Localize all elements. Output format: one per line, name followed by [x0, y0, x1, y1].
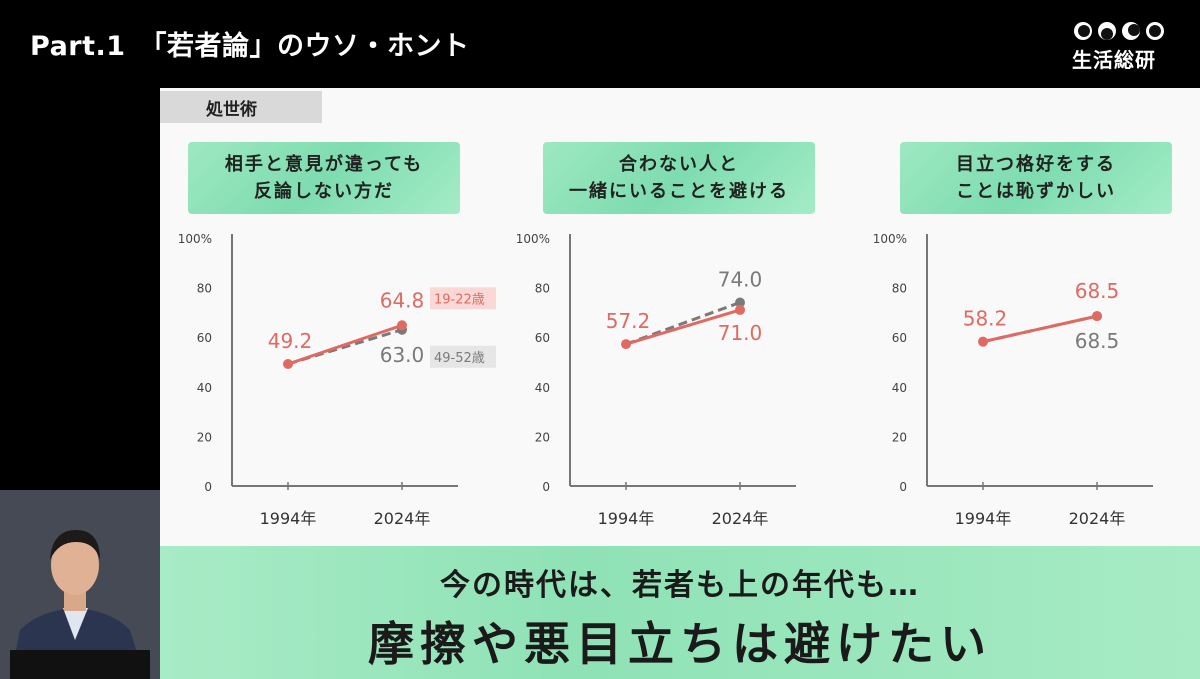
y-tick-label: 40	[535, 381, 550, 395]
series-young-point	[621, 339, 631, 350]
legend-older-bg	[430, 345, 496, 368]
y-tick-label: 20	[892, 430, 907, 444]
data-label-young-2024: 64.8	[380, 288, 425, 312]
legend-young: 19-22歳	[434, 292, 485, 307]
data-label-older-2024: 74.0	[718, 267, 763, 291]
y-tick-label: 80	[197, 282, 212, 296]
y-tick-label: 60	[197, 331, 212, 345]
data-label-young-1994: 57.2	[606, 309, 651, 333]
conclusion-banner: 今の時代は、若者も上の年代も… 摩擦や悪目立ちは避けたい	[160, 546, 1200, 679]
legend-older: 49-52歳	[434, 351, 485, 366]
chart-2-title: 合わない人と 一緒にいることを避ける	[543, 142, 815, 214]
y-tick-label: 0	[204, 480, 212, 494]
series-young-point	[397, 320, 407, 331]
x-tick-label: 2024年	[374, 509, 431, 528]
series-young-point	[283, 358, 293, 369]
series-young-line	[625, 308, 741, 346]
chart-3-title: 目立つ格好をする ことは恥ずかしい	[900, 142, 1172, 214]
slide: 処世術 相手と意見が違っても 反論しない方だ 合わない人と 一緒にいることを避け…	[160, 88, 1200, 548]
x-tick-label: 2024年	[712, 509, 769, 528]
logo-text: 生活総研	[1072, 48, 1156, 72]
series-young-line	[982, 314, 1098, 344]
y-tick-label: 80	[892, 282, 907, 296]
chart-1-title: 相手と意見が違っても 反論しない方だ	[188, 142, 460, 214]
data-label-young-2024: 71.0	[718, 321, 763, 345]
section-tag: 処世術	[160, 91, 322, 123]
series-young-line	[287, 323, 403, 366]
data-label-young-1994: 49.2	[268, 329, 313, 353]
y-tick-label: 100%	[873, 232, 907, 246]
data-label-older-2024: 68.5	[1075, 329, 1120, 353]
header-bar: Part.1 「若者論」のウソ・ホント 生活総研	[0, 0, 1200, 88]
y-tick-label: 0	[542, 480, 550, 494]
y-tick-label: 0	[899, 480, 907, 494]
legend-young-bg	[430, 287, 496, 310]
y-tick-label: 60	[892, 331, 907, 345]
y-tick-label: 60	[535, 331, 550, 345]
data-label-young-1994: 58.2	[963, 307, 1008, 331]
y-tick-label: 20	[535, 430, 550, 444]
logo-dots-icon	[1074, 22, 1172, 40]
x-tick-label: 2024年	[1069, 509, 1126, 528]
series-older-point	[735, 297, 745, 308]
y-tick-label: 100%	[516, 232, 550, 246]
x-tick-label: 1994年	[260, 509, 317, 528]
presenter-image	[0, 490, 160, 679]
data-label-older-2024: 63.0	[380, 343, 425, 367]
logo: 生活総研	[1072, 22, 1172, 73]
series-young-point	[1092, 311, 1102, 322]
series-young-point	[978, 336, 988, 347]
banner-line-1: 今の時代は、若者も上の年代も…	[440, 568, 920, 603]
x-tick-label: 1994年	[955, 509, 1012, 528]
presenter-webcam	[0, 490, 160, 679]
y-tick-label: 100%	[178, 232, 212, 246]
y-tick-label: 40	[892, 381, 907, 395]
y-tick-label: 80	[535, 282, 550, 296]
part-title: Part.1 「若者論」のウソ・ホント	[30, 31, 470, 62]
y-tick-label: 20	[197, 430, 212, 444]
data-label-young-2024: 68.5	[1075, 279, 1120, 303]
y-tick-label: 40	[197, 381, 212, 395]
x-tick-label: 1994年	[598, 509, 655, 528]
series-young-point	[735, 304, 745, 315]
banner-line-2: 摩擦や悪目立ちは避けたい	[368, 617, 992, 671]
